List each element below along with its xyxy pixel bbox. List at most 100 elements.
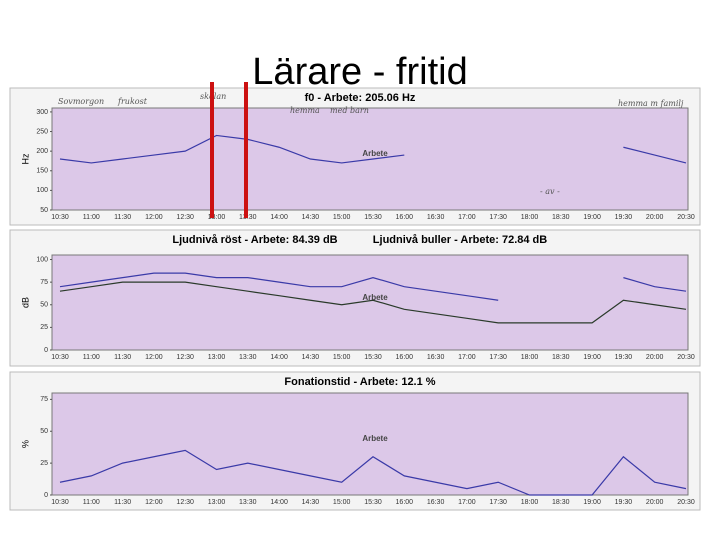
x-tick-label: 20:30 [677, 499, 695, 506]
x-tick-label: 14:00 [270, 499, 288, 506]
x-tick-label: 17:30 [489, 214, 507, 221]
y-tick-label: 50 [40, 207, 48, 214]
y-tick-label: 50 [40, 428, 48, 435]
y-tick-label: 300 [36, 109, 48, 116]
plot-label: Arbete [362, 149, 388, 158]
y-tick-label: 0 [44, 347, 48, 354]
x-tick-label: 10:30 [51, 499, 69, 506]
x-tick-label: 13:30 [239, 499, 257, 506]
handwritten-note: - av - [540, 187, 560, 196]
x-tick-label: 13:00 [208, 214, 226, 221]
x-tick-label: 11:00 [83, 499, 100, 506]
x-tick-label: 17:00 [458, 354, 476, 361]
handwritten-note: med barn [330, 106, 369, 115]
x-tick-label: 15:30 [364, 214, 382, 221]
y-tick-label: 250 [36, 128, 48, 135]
series-line [59, 449, 687, 496]
y-tick-label: 100 [36, 256, 48, 263]
x-tick-label: 19:00 [583, 214, 601, 221]
x-tick-label: 14:30 [302, 499, 320, 506]
x-tick-label: 12:30 [176, 354, 194, 361]
x-tick-label: 18:30 [552, 214, 570, 221]
x-tick-label: 11:00 [83, 354, 100, 361]
plot-area [51, 254, 689, 351]
y-axis-label: % [20, 440, 30, 448]
x-tick-label: 18:30 [552, 354, 570, 361]
y-tick-label: 100 [36, 187, 48, 194]
x-tick-label: 12:00 [145, 214, 163, 221]
x-tick-label: 19:30 [615, 354, 633, 361]
x-tick-label: 11:30 [114, 499, 131, 506]
x-tick-label: 15:30 [364, 354, 382, 361]
x-tick-label: 15:00 [333, 354, 351, 361]
y-tick-label: 25 [40, 460, 48, 467]
x-tick-label: 12:00 [145, 499, 163, 506]
x-tick-label: 17:30 [489, 499, 507, 506]
x-tick-label: 16:00 [396, 214, 414, 221]
x-tick-label: 14:00 [270, 354, 288, 361]
plot-label: Arbete [362, 434, 388, 443]
x-tick-label: 20:30 [677, 214, 695, 221]
x-tick-label: 16:00 [396, 499, 414, 506]
series-line [59, 281, 687, 324]
x-tick-label: 19:00 [583, 499, 601, 506]
handwritten-note: hemma [290, 106, 320, 115]
handwritten-note: Sovmorgon [58, 97, 104, 106]
series-heading: Ljudnivå buller - Arbete: 72.84 dB [373, 234, 547, 246]
x-tick-label: 10:30 [51, 214, 69, 221]
x-tick-label: 20:00 [646, 499, 664, 506]
x-tick-label: 19:00 [583, 354, 601, 361]
chart-title: f0 - Arbete: 205.06 Hz [305, 92, 416, 104]
series-line [59, 272, 687, 301]
plot-area [51, 392, 689, 496]
y-tick-label: 25 [40, 324, 48, 331]
x-tick-label: 15:30 [364, 499, 382, 506]
x-tick-label: 17:30 [489, 354, 507, 361]
x-tick-label: 20:30 [677, 354, 695, 361]
x-tick-label: 15:00 [333, 499, 351, 506]
x-tick-label: 13:30 [239, 354, 257, 361]
y-tick-label: 200 [36, 148, 48, 155]
x-tick-label: 13:00 [208, 499, 226, 506]
y-tick-label: 150 [36, 168, 48, 175]
x-tick-label: 18:00 [521, 499, 539, 506]
x-tick-label: 11:30 [114, 214, 131, 221]
x-tick-label: 20:00 [646, 214, 664, 221]
x-tick-label: 10:30 [51, 354, 69, 361]
handwritten-note: frukost [117, 97, 148, 106]
x-tick-label: 18:30 [552, 499, 570, 506]
x-tick-label: 17:00 [458, 499, 476, 506]
handwritten-note: hemma m familj [618, 99, 684, 108]
x-tick-label: 14:30 [302, 214, 320, 221]
slide-title: Lärare - fritid [252, 51, 467, 93]
x-tick-label: 12:00 [145, 354, 163, 361]
x-tick-label: 16:30 [427, 499, 445, 506]
x-tick-label: 12:30 [176, 214, 194, 221]
x-tick-label: 11:00 [83, 214, 100, 221]
x-tick-label: 14:00 [270, 214, 288, 221]
chart-title: Fonationstid - Arbete: 12.1 % [284, 376, 435, 388]
x-tick-label: 18:00 [521, 214, 539, 221]
x-tick-label: 18:00 [521, 354, 539, 361]
x-tick-label: 16:30 [427, 214, 445, 221]
x-tick-label: 16:00 [396, 354, 414, 361]
x-tick-label: 12:30 [176, 499, 194, 506]
x-tick-label: 15:00 [333, 214, 351, 221]
x-tick-label: 19:30 [615, 499, 633, 506]
y-tick-label: 75 [40, 396, 48, 403]
x-tick-label: 14:30 [302, 354, 320, 361]
x-tick-label: 11:30 [114, 354, 131, 361]
x-tick-label: 13:00 [208, 354, 226, 361]
x-tick-label: 19:30 [615, 214, 633, 221]
series-line [59, 134, 687, 164]
plot-label: Arbete [362, 293, 388, 302]
y-tick-label: 75 [40, 279, 48, 286]
x-tick-label: 20:00 [646, 354, 664, 361]
y-tick-label: 50 [40, 302, 48, 309]
y-tick-label: 0 [44, 492, 48, 499]
y-axis-label: dB [20, 297, 30, 308]
series-heading: Ljudnivå röst - Arbete: 84.39 dB [172, 234, 337, 246]
x-tick-label: 16:30 [427, 354, 445, 361]
x-tick-label: 17:00 [458, 214, 476, 221]
